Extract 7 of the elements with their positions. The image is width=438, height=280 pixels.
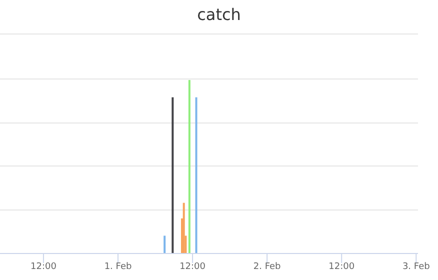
- x-tick-label: 2. Feb: [253, 262, 282, 272]
- x-tick-label: 1. Feb: [104, 262, 132, 272]
- x-tick-label: 12:00: [180, 262, 206, 272]
- x-tick-label: 12:00: [328, 262, 355, 272]
- x-tick-label: 3. Feb: [402, 262, 430, 272]
- x-tick-label: 12:00: [30, 262, 57, 272]
- chart-title: catch: [197, 5, 241, 24]
